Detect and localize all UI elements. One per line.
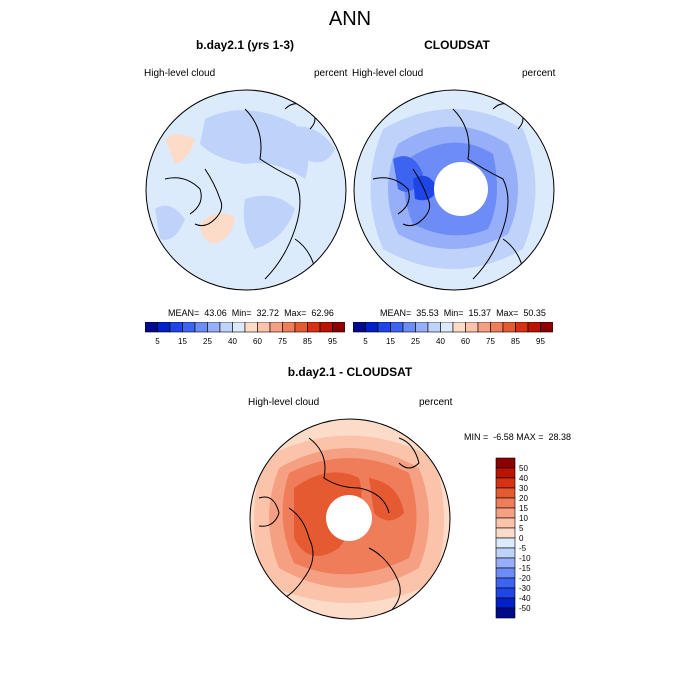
diff-colorbar-swatch [495,597,516,609]
diff-colorbar-tick-label: 15 [519,504,528,513]
diff-colorbar-tick-label: -10 [519,554,531,563]
figure-title: ANN [328,8,372,30]
model-colorbar-tick-label: 5 [155,337,160,346]
model-colorbar-swatch [232,322,246,333]
model-colorbar-swatch [219,322,233,333]
diff-colorbar-swatch [495,567,516,579]
obs-colorbar-swatch [377,322,391,333]
obs-colorbar-tick-label: 75 [486,337,495,346]
obs-colorbar-tick-label: 25 [411,337,420,346]
model-colorbar-swatch [157,322,171,333]
obs-colorbar-tick-label: 40 [436,337,445,346]
diff-colorbar-swatch [495,517,516,529]
model-colorbar-tick-label: 75 [278,337,287,346]
diff-colorbar-tick-label: 40 [519,474,528,483]
diff-colorbar-swatch [495,457,516,469]
model-colorbar-swatch [319,322,333,333]
diff-variable-label: High-level cloud [248,397,320,408]
obs-variable-label: High-level cloud [352,68,424,79]
obs-colorbar-swatch [402,322,416,333]
diff-colorbar-tick-label: -50 [519,604,531,613]
model-variable-label: High-level cloud [144,68,216,79]
model-colorbar-swatch [244,322,258,333]
obs-colorbar-swatch [452,322,466,333]
obs-colorbar-tick-label: 15 [386,337,395,346]
obs-colorbar-swatch [465,322,479,333]
obs-colorbar-swatch [477,322,491,333]
diff-colorbar-tick-label: 5 [519,524,524,533]
diff-colorbar-tick-label: -15 [519,564,531,573]
diff-colorbar-swatch [495,607,516,619]
obs-colorbar-swatch [515,322,529,333]
diff-colorbar-tick-label: 10 [519,514,528,523]
obs-colorbar-swatch [490,322,504,333]
obs-colorbar: 5 15 25 40 60 75 85 95 [353,322,553,346]
diff-colorbar-swatch [495,507,516,519]
diff-colorbar-swatch [495,497,516,509]
obs-colorbar-tick-label: 5 [363,337,368,346]
diff-colorbar-swatch [495,557,516,569]
model-colorbar-tick-label: 85 [303,337,312,346]
model-colorbar-swatch [307,322,321,333]
diff-colorbar-tick-label: -40 [519,594,531,603]
obs-colorbar-swatch [390,322,404,333]
obs-colorbar-tick-label: 95 [536,337,545,346]
obs-colorbar-swatch [353,322,366,333]
diff-units-label: percent [419,397,453,408]
model-colorbar-swatch [257,322,271,333]
model-polar-map [145,89,347,291]
diff-colorbar-tick-label: -30 [519,584,531,593]
obs-colorbar-swatch [427,322,441,333]
obs-colorbar-swatch [540,322,553,333]
diff-colorbar-swatch [495,587,516,599]
obs-stats: MEAN= 35.53 Min= 15.37 Max= 50.35 [380,308,546,318]
model-colorbar: 5 15 25 40 60 75 85 95 [145,322,345,346]
diff-colorbar-swatch [495,577,516,589]
diff-polar-map [249,418,451,620]
model-colorbar-swatch [332,322,345,333]
obs-units-label: percent [522,68,556,79]
obs-colorbar-swatch [415,322,429,333]
diff-colorbar-tick-label: 30 [519,484,528,493]
model-units-label: percent [314,68,348,79]
model-colorbar-swatch [269,322,283,333]
obs-colorbar-swatch [440,322,454,333]
model-colorbar-tick-label: 40 [228,337,237,346]
model-stats: MEAN= 43.06 Min= 32.72 Max= 62.96 [168,308,334,318]
diff-colorbar-swatch [495,477,516,489]
diff-colorbar-tick-label: 0 [519,534,524,543]
diff-colorbar-swatch [495,527,516,539]
model-colorbar-swatch [182,322,196,333]
obs-colorbar-swatch [502,322,516,333]
diff-colorbar-swatch [495,467,516,479]
obs-panel-title: CLOUDSAT [424,38,490,52]
diff-panel-title: b.day2.1 - CLOUDSAT [287,365,413,379]
model-colorbar-swatch [145,322,158,333]
model-colorbar-tick-label: 15 [178,337,187,346]
model-colorbar-tick-label: 95 [328,337,337,346]
obs-polar-map [353,89,555,291]
obs-colorbar-tick-label: 60 [461,337,470,346]
diff-colorbar-tick-label: -20 [519,574,531,583]
diff-colorbar-tick-label: 50 [519,464,528,473]
model-colorbar-swatch [282,322,296,333]
model-colorbar-tick-label: 25 [203,337,212,346]
diff-colorbar-tick-label: -5 [519,544,527,553]
model-colorbar-tick-label: 60 [253,337,262,346]
diff-colorbar-tick-label: 20 [519,494,528,503]
model-colorbar-swatch [294,322,308,333]
model-panel-title: b.day2.1 (yrs 1-3) [195,38,295,52]
model-colorbar-swatch [207,322,221,333]
obs-colorbar-tick-label: 85 [511,337,520,346]
diff-colorbar-swatch [495,487,516,499]
diff-colorbar-swatch [495,537,516,549]
obs-colorbar-swatch [365,322,379,333]
diff-colorbar-swatch [495,547,516,559]
model-colorbar-swatch [169,322,183,333]
model-colorbar-swatch [194,322,208,333]
diff-stats: MIN = -6.58 MAX = 28.38 [464,432,572,442]
obs-colorbar-swatch [527,322,541,333]
